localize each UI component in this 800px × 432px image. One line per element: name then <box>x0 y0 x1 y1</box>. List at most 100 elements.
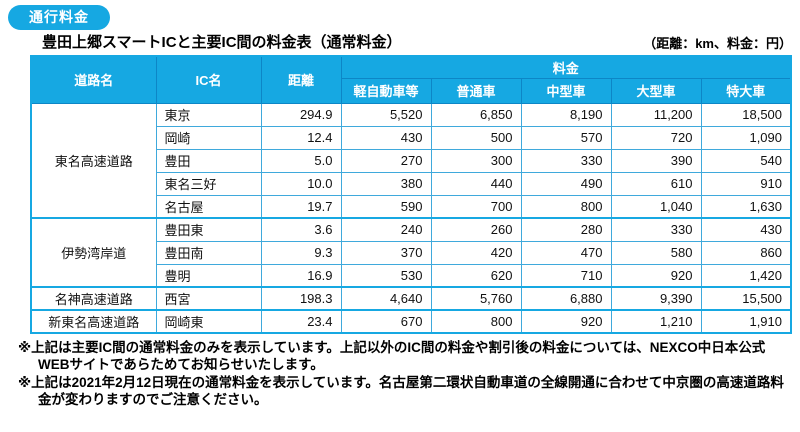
fare-cell: 5,520 <box>340 102 432 127</box>
table-row: 名古屋 19.7 590 700 800 1,040 1,630 <box>31 194 792 219</box>
col-header-ogata: 大型車 <box>610 77 702 104</box>
distance-cell: 3.6 <box>260 217 342 242</box>
fare-cell: 330 <box>610 217 702 242</box>
table-row: 名神高速道路 西宮 198.3 4,640 5,760 6,880 9,390 … <box>30 286 792 311</box>
fare-cell: 300 <box>430 148 522 173</box>
col-header-tokudai: 特大車 <box>700 77 792 104</box>
fare-cell: 440 <box>430 171 522 196</box>
fare-cell: 500 <box>430 125 522 150</box>
distance-cell: 16.9 <box>260 263 342 288</box>
fare-cell: 910 <box>700 171 792 196</box>
fare-cell: 380 <box>340 171 432 196</box>
fare-cell: 570 <box>520 125 612 150</box>
header-row-vehicle-classes: 軽自動車等 普通車 中型車 大型車 特大車 <box>31 77 792 104</box>
distance-cell: 10.0 <box>260 171 342 196</box>
fare-cell: 610 <box>610 171 702 196</box>
fare-cell: 240 <box>340 217 432 242</box>
fare-cell: 1,910 <box>700 309 792 334</box>
unit-note: （距離：km、料金：円） <box>643 36 792 51</box>
fare-cell: 720 <box>610 125 702 150</box>
road-name-cell: 伊勢湾岸道 <box>30 217 157 288</box>
fare-cell: 670 <box>340 309 432 334</box>
fare-cell: 920 <box>520 309 612 334</box>
footnote: ※上記は主要IC間の通常料金のみを表示しています。上記以外のIC間の料金や割引後… <box>18 340 766 372</box>
ic-name-cell: 名古屋 <box>155 194 262 219</box>
fare-cell: 1,090 <box>700 125 792 150</box>
fare-cell: 540 <box>700 148 792 173</box>
ic-name-cell: 東京 <box>155 102 262 127</box>
fare-table: 道路名 IC名 距離 料金 軽自動車等 普通車 中型車 大型車 特大車 東名高速… <box>30 55 793 334</box>
fare-cell: 1,630 <box>700 194 792 219</box>
col-header-distance: 距離 <box>260 55 342 104</box>
distance-cell: 198.3 <box>260 286 342 311</box>
page-title: 豊田上郷スマートICと主要IC間の料金表（通常料金） <box>42 34 402 51</box>
ic-name-cell: 豊田南 <box>155 240 262 265</box>
col-header-futsu: 普通車 <box>430 77 522 104</box>
fare-cell: 330 <box>520 148 612 173</box>
fare-cell: 4,640 <box>340 286 432 311</box>
road-name-cell: 新東名高速道路 <box>30 309 157 334</box>
distance-cell: 5.0 <box>260 148 342 173</box>
ic-name-cell: 岡崎 <box>155 125 262 150</box>
table-row: 東名高速道路 東京 294.9 5,520 6,850 8,190 11,200… <box>30 102 792 219</box>
fare-cell: 11,200 <box>610 102 702 127</box>
col-header-road: 道路名 <box>30 55 157 104</box>
ic-name-cell: 豊明 <box>155 263 262 288</box>
ic-name-cell: 岡崎東 <box>155 309 262 334</box>
fare-cell: 430 <box>700 217 792 242</box>
distance-cell: 294.9 <box>260 102 342 127</box>
footnote: ※上記は2021年2月12日現在の通常料金を表示しています。名古屋第二環状自動車… <box>18 375 784 407</box>
fare-cell: 590 <box>340 194 432 219</box>
ic-name-cell: 豊田 <box>155 148 262 173</box>
ic-name-cell: 東名三好 <box>155 171 262 196</box>
col-header-chugata: 中型車 <box>520 77 612 104</box>
fare-cell: 18,500 <box>700 102 792 127</box>
fare-cell: 430 <box>340 125 432 150</box>
fare-cell: 6,850 <box>430 102 522 127</box>
fare-cell: 1,040 <box>610 194 702 219</box>
col-header-ic: IC名 <box>155 55 262 104</box>
fare-cell: 6,880 <box>520 286 612 311</box>
ic-name-cell: 豊田東 <box>155 217 262 242</box>
fare-cell: 370 <box>340 240 432 265</box>
fare-cell: 620 <box>430 263 522 288</box>
toll-fee-badge: 通行料金 <box>8 5 110 30</box>
table-row: 伊勢湾岸道 豊田東 3.6 240 260 280 330 430 <box>30 217 792 288</box>
ic-name-cell: 西宮 <box>155 286 262 311</box>
distance-cell: 19.7 <box>260 194 342 219</box>
fare-cell: 800 <box>430 309 522 334</box>
table-row: 豊田 5.0 270 300 330 390 540 <box>31 148 792 173</box>
distance-cell: 9.3 <box>260 240 342 265</box>
fare-cell: 1,420 <box>700 263 792 288</box>
fare-cell: 9,390 <box>610 286 702 311</box>
road-name-cell: 名神高速道路 <box>30 286 157 311</box>
col-header-fare-group: 料金 <box>340 55 792 79</box>
fare-cell: 490 <box>520 171 612 196</box>
distance-cell: 12.4 <box>260 125 342 150</box>
col-header-kei: 軽自動車等 <box>340 77 432 104</box>
table-row: 岡崎 12.4 430 500 570 720 1,090 <box>31 125 792 150</box>
fare-cell: 15,500 <box>700 286 792 311</box>
fare-cell: 860 <box>700 240 792 265</box>
fare-cell: 920 <box>610 263 702 288</box>
fare-cell: 800 <box>520 194 612 219</box>
title-row: 豊田上郷スマートICと主要IC間の料金表（通常料金） （距離：km、料金：円） <box>0 30 800 55</box>
fare-cell: 8,190 <box>520 102 612 127</box>
fare-cell: 270 <box>340 148 432 173</box>
fare-cell: 280 <box>520 217 612 242</box>
table-row: 豊明 16.9 530 620 710 920 1,420 <box>31 263 792 288</box>
table-row: 新東名高速道路 岡崎東 23.4 670 800 920 1,210 1,910 <box>30 309 792 334</box>
fare-cell: 260 <box>430 217 522 242</box>
fare-cell: 580 <box>610 240 702 265</box>
fare-cell: 470 <box>520 240 612 265</box>
fare-cell: 1,210 <box>610 309 702 334</box>
road-name-cell: 東名高速道路 <box>30 102 157 219</box>
fare-cell: 530 <box>340 263 432 288</box>
distance-cell: 23.4 <box>260 309 342 334</box>
fare-cell: 710 <box>520 263 612 288</box>
table-row: 豊田南 9.3 370 420 470 580 860 <box>31 240 792 265</box>
header-row-top: 道路名 IC名 距離 料金 <box>30 55 792 104</box>
fare-cell: 700 <box>430 194 522 219</box>
fare-cell: 390 <box>610 148 702 173</box>
footnotes: ※上記は主要IC間の通常料金のみを表示しています。上記以外のIC間の料金や割引後… <box>18 340 796 408</box>
